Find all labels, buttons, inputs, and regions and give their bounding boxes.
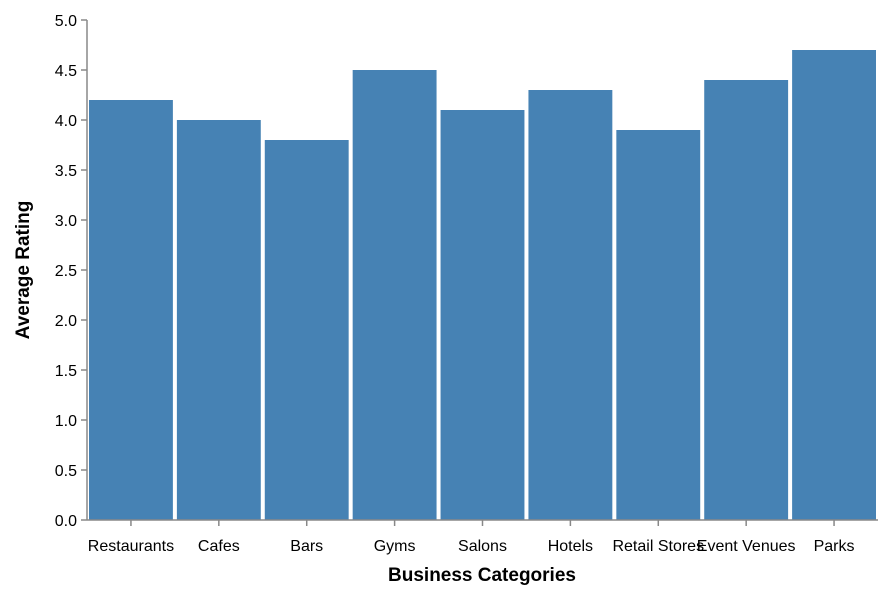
y-tick-label: 4.0 [55, 113, 77, 130]
y-tick-label: 1.0 [55, 413, 77, 430]
x-axis: Restaurants Cafes Bars Gyms Salons Hotels Reta… [87, 519, 878, 555]
x-tick-label: Gyms [374, 538, 416, 555]
bar-restaurants [89, 100, 173, 520]
x-tick-label: Event Venues [697, 538, 796, 555]
bar-event-venues [704, 80, 789, 520]
x-tick-label: Bars [290, 538, 323, 555]
x-tick-label: Hotels [548, 538, 593, 555]
x-tick-label: Parks [814, 538, 855, 555]
y-tick-label: 0.5 [55, 463, 77, 480]
x-axis-title: Business Categories [388, 565, 576, 586]
x-tick-label: Restaurants [88, 538, 174, 555]
bar-parks [792, 50, 876, 520]
x-tick-label: Retail Stores [612, 538, 704, 555]
y-tick-label: 3.0 [55, 213, 77, 230]
y-tick-label: 3.5 [55, 163, 77, 180]
y-tick-label: 5.0 [55, 13, 77, 30]
bar-cafes [176, 120, 261, 520]
bars [89, 50, 876, 520]
y-tick-label: 0.0 [55, 513, 77, 530]
x-tick-label: Salons [458, 538, 507, 555]
bar-salons [440, 110, 525, 520]
y-tick-label: 2.0 [55, 313, 77, 330]
bar-gyms [352, 70, 437, 520]
bar-hotels [528, 90, 613, 520]
y-axis-title: Average Rating [13, 201, 34, 340]
y-tick-label: 2.5 [55, 263, 77, 280]
bar-retail-stores [616, 130, 701, 520]
bar-bars [264, 140, 349, 520]
y-tick-label: 1.5 [55, 363, 77, 380]
y-axis: 0.0 0.5 1.0 1.5 2.0 2.5 3.0 3.5 4.0 4.5 5.0 [55, 13, 88, 530]
y-tick-label: 4.5 [55, 63, 77, 80]
x-tick-label: Cafes [198, 538, 240, 555]
